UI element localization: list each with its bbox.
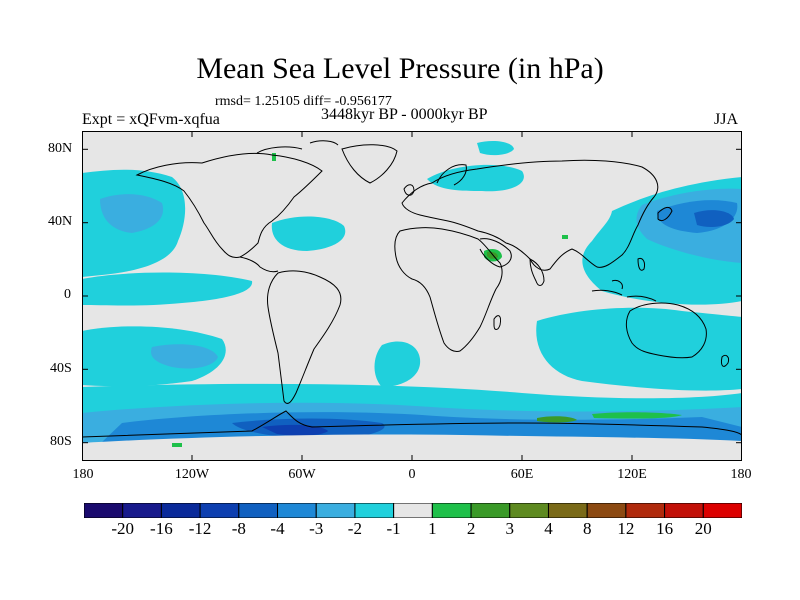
colorbar-label: 16 bbox=[656, 519, 674, 538]
coast-india bbox=[529, 258, 545, 286]
field-arctic-cyan bbox=[427, 164, 524, 192]
colorbar-label: 1 bbox=[428, 519, 437, 538]
field-south-pacific-blue bbox=[150, 344, 218, 369]
coast-japan bbox=[657, 206, 673, 222]
colorbar-box bbox=[625, 503, 666, 518]
colorbar-label: 12 bbox=[617, 519, 635, 538]
colorbar-label: -16 bbox=[150, 519, 173, 538]
colorbar-box bbox=[315, 503, 356, 518]
lon-label-120e: 120E bbox=[617, 467, 647, 482]
lat-label-80n: 80N bbox=[48, 141, 73, 156]
field-antarctic-green-2 bbox=[592, 412, 682, 419]
field-southern-ocean-deep-2 bbox=[262, 424, 328, 436]
field-svalbard-cyan bbox=[477, 141, 514, 156]
colorbar-label: -12 bbox=[188, 519, 212, 538]
field-antarctic-green bbox=[537, 416, 577, 423]
map-panel bbox=[82, 131, 742, 461]
colorbar-box bbox=[547, 503, 588, 518]
colorbar-label: -2 bbox=[347, 519, 362, 538]
colorbar-box bbox=[586, 503, 627, 518]
colorbar-label: 3 bbox=[505, 519, 515, 538]
coastlines bbox=[82, 140, 742, 438]
season-label: JJA bbox=[714, 111, 739, 128]
colorbar-box bbox=[277, 503, 317, 518]
field-south-atlantic bbox=[374, 341, 421, 387]
lon-label-60w: 60W bbox=[288, 467, 316, 482]
field-north-pacific-blue bbox=[100, 194, 164, 233]
colorbar-label: -1 bbox=[386, 519, 401, 538]
lon-label-60e: 60E bbox=[510, 467, 534, 482]
coast-arabia bbox=[479, 238, 512, 268]
colorbar-box bbox=[354, 503, 395, 518]
colorbar-label: 4 bbox=[544, 519, 553, 538]
coast-madagascar bbox=[493, 315, 501, 330]
coast-uk bbox=[403, 184, 415, 196]
lon-label-180e: 180 bbox=[730, 467, 752, 482]
lat-label-80s: 80S bbox=[50, 434, 72, 449]
coast-greenland bbox=[341, 144, 398, 184]
coast-eurasia bbox=[401, 159, 659, 271]
period-label: 3448kyr BP - 0000kyr BP bbox=[321, 106, 488, 123]
coast-africa bbox=[394, 227, 503, 352]
coast-gulf-mexico bbox=[239, 256, 279, 273]
coast-philippines bbox=[637, 258, 645, 271]
lon-label-120w: 120W bbox=[174, 467, 210, 482]
lon-label-180w: 180 bbox=[72, 467, 94, 482]
page-title: Mean Sea Level Pressure (in hPa) bbox=[196, 52, 604, 85]
map-frame bbox=[82, 131, 742, 461]
experiment-label: Expt = xQFvm-xqfua bbox=[82, 111, 220, 128]
colorbar-box bbox=[160, 503, 201, 518]
colorbar-label: -20 bbox=[111, 519, 135, 538]
colorbar-box bbox=[509, 503, 549, 518]
field-north-atlantic bbox=[271, 216, 346, 251]
coast-antarctica bbox=[82, 410, 742, 438]
field-tropical-pacific bbox=[82, 272, 253, 306]
field-antarctica bbox=[82, 434, 742, 461]
colorbar-box bbox=[664, 503, 704, 518]
lat-label-0: 0 bbox=[64, 287, 71, 302]
pressure-anomaly-fields bbox=[82, 141, 742, 461]
colorbar-label: -3 bbox=[309, 519, 324, 538]
colorbar-label: -8 bbox=[231, 519, 246, 538]
stats-text: rmsd= 1.25105 diff= -0.956177 bbox=[215, 94, 392, 109]
field-west-pacific-deep bbox=[694, 210, 734, 227]
coast-indonesia bbox=[591, 280, 657, 302]
lat-label-40n: 40N bbox=[48, 214, 73, 229]
colorbar-box bbox=[393, 503, 433, 518]
colorbar-box bbox=[84, 503, 124, 518]
colorbar-label: 8 bbox=[582, 519, 592, 538]
colorbar-box bbox=[238, 503, 279, 518]
lat-label-40s: 40S bbox=[50, 361, 72, 376]
field-arctic-green bbox=[272, 153, 276, 161]
colorbar-box bbox=[199, 503, 240, 518]
coast-scandinavia bbox=[436, 164, 467, 186]
lon-label-0: 0 bbox=[408, 467, 416, 482]
colorbar-box bbox=[122, 503, 162, 518]
colorbar-box bbox=[702, 503, 742, 518]
colorbar-label: -4 bbox=[270, 519, 285, 538]
colorbar-label: 20 bbox=[694, 519, 712, 538]
coast-australia bbox=[625, 302, 707, 359]
coast-new-zealand bbox=[721, 354, 729, 367]
field-antarctic-green-3 bbox=[172, 443, 182, 447]
colorbar-label: 2 bbox=[466, 519, 476, 538]
field-africa-green bbox=[562, 235, 568, 239]
colorbar-box bbox=[431, 503, 472, 518]
coast-arctic-islands bbox=[256, 140, 339, 154]
colorbar bbox=[84, 503, 742, 518]
colorbar-box bbox=[470, 503, 511, 518]
coast-north-america bbox=[135, 152, 323, 258]
coast-south-america bbox=[267, 270, 342, 404]
